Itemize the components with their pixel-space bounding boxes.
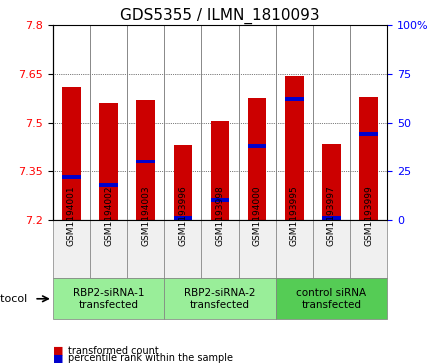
Bar [136,100,155,220]
Text: GSM1194001: GSM1194001 [67,185,76,246]
Text: percentile rank within the sample: percentile rank within the sample [68,353,233,363]
FancyBboxPatch shape [90,220,127,278]
Bar [359,97,378,220]
Bar [173,145,192,220]
Text: transformed count: transformed count [68,346,159,356]
FancyBboxPatch shape [202,220,238,278]
FancyBboxPatch shape [164,278,276,319]
Title: GDS5355 / ILMN_1810093: GDS5355 / ILMN_1810093 [120,8,320,24]
Text: GSM1193996: GSM1193996 [178,185,187,246]
Text: control siRNA
transfected: control siRNA transfected [297,288,367,310]
Bar [248,144,267,148]
Text: GSM1193998: GSM1193998 [216,185,224,246]
Bar [211,121,229,220]
Bar [248,98,267,220]
Text: GSM1194002: GSM1194002 [104,185,113,246]
Bar [99,183,118,187]
Bar [322,144,341,220]
Text: GSM1193997: GSM1193997 [327,185,336,246]
FancyBboxPatch shape [127,220,164,278]
Text: GSM1193995: GSM1193995 [290,185,299,246]
Bar [359,132,378,136]
Bar [173,216,192,220]
Bar [62,87,81,220]
FancyBboxPatch shape [350,220,387,278]
FancyBboxPatch shape [53,278,164,319]
Bar [99,103,118,220]
Bar [285,76,304,220]
FancyBboxPatch shape [238,220,276,278]
FancyBboxPatch shape [313,220,350,278]
Bar [62,175,81,179]
Bar [211,199,229,202]
Bar [136,160,155,163]
Text: RBP2-siRNA-2
transfected: RBP2-siRNA-2 transfected [184,288,256,310]
FancyBboxPatch shape [53,220,90,278]
Text: ■: ■ [53,353,63,363]
Text: RBP2-siRNA-1
transfected: RBP2-siRNA-1 transfected [73,288,144,310]
FancyBboxPatch shape [276,220,313,278]
FancyBboxPatch shape [164,220,202,278]
Bar [285,97,304,101]
Text: ■: ■ [53,346,63,356]
Text: GSM1194000: GSM1194000 [253,185,262,246]
Bar [322,216,341,220]
FancyBboxPatch shape [276,278,387,319]
Text: GSM1193999: GSM1193999 [364,185,373,246]
Text: GSM1194003: GSM1194003 [141,185,150,246]
Text: protocol: protocol [0,294,27,304]
